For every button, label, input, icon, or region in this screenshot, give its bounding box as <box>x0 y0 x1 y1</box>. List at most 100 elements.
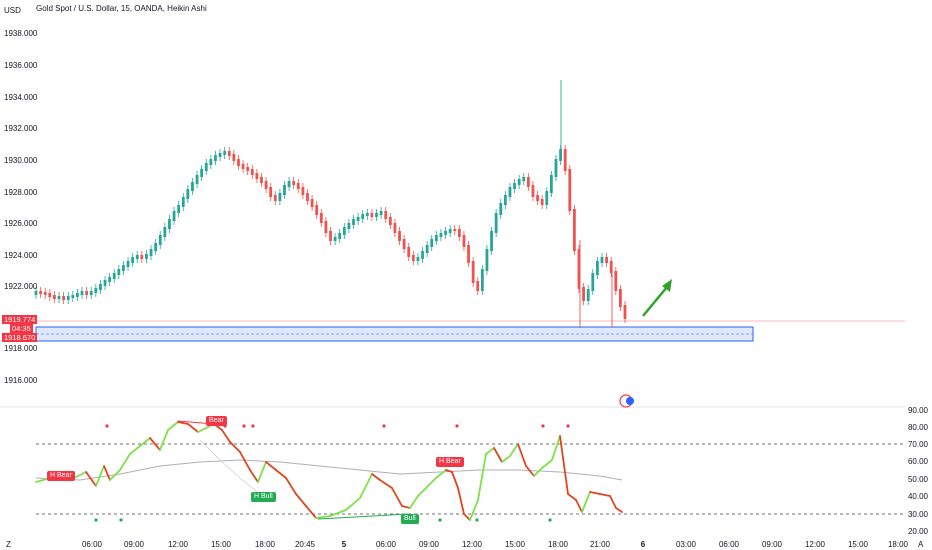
candle-body <box>94 288 98 293</box>
candle-body <box>434 235 438 241</box>
time-label: 18:00 <box>547 540 569 549</box>
osc-trend-line <box>199 439 261 495</box>
candle-body <box>177 205 181 213</box>
candle-body <box>503 195 507 205</box>
candle-body <box>421 251 424 259</box>
candle-body <box>370 213 374 217</box>
time-label: 15:00 <box>210 540 232 549</box>
time-label: 15:00 <box>847 540 869 549</box>
candle-body <box>163 227 167 237</box>
candle-body <box>600 257 604 263</box>
osc-line-segment <box>463 513 471 521</box>
osc-line-segment <box>275 469 287 479</box>
osc-line-segment <box>551 435 561 461</box>
candle-body <box>287 181 291 187</box>
candle-body <box>273 195 277 201</box>
candle-body <box>485 249 489 271</box>
osc-line-segment <box>73 471 87 479</box>
osc-line-segment <box>95 465 105 487</box>
zoom-button[interactable]: Z <box>6 540 11 549</box>
time-label: 18:00 <box>254 540 276 549</box>
candle-body <box>241 164 245 169</box>
time-label: 06:00 <box>718 540 740 549</box>
candle-body <box>375 213 378 217</box>
osc-line-segment <box>417 485 429 497</box>
candle-body <box>425 245 429 253</box>
osc-line-segment <box>567 493 577 501</box>
candle-body <box>568 169 572 211</box>
candle-body <box>260 177 263 183</box>
candle-body <box>623 305 627 319</box>
osc-line-segment <box>229 441 241 453</box>
osc-line-segment <box>541 459 553 469</box>
osc-label: 60.00 <box>907 457 928 466</box>
candle-body <box>85 291 89 295</box>
candle-body <box>237 159 240 166</box>
candle-body <box>416 257 420 261</box>
osc-line-segment <box>109 469 121 481</box>
osc-line-segment <box>85 471 97 487</box>
osc-line-segment <box>391 487 403 507</box>
candle-body <box>347 223 351 229</box>
candle-body <box>89 291 93 295</box>
bear-signal-dot <box>242 424 246 428</box>
candle-body <box>112 273 116 279</box>
candle-body <box>586 289 590 301</box>
time-label: 09:00 <box>418 540 440 549</box>
h-bear-badge: H Bear <box>436 457 464 467</box>
candle-body <box>71 295 75 298</box>
candle-body <box>545 191 549 205</box>
candle-body <box>605 257 608 263</box>
bear-signal-dot <box>251 424 255 428</box>
bull-signal-dot <box>548 518 552 522</box>
time-label: 20:45 <box>294 540 316 549</box>
candle-body <box>306 193 309 201</box>
candle-body <box>214 155 217 161</box>
candle-body <box>536 195 539 201</box>
osc-line-segment <box>501 455 511 463</box>
candle-body <box>191 182 194 191</box>
time-label: 06:00 <box>375 540 397 549</box>
time-label: 06:00 <box>81 540 103 549</box>
candle-body <box>453 229 457 231</box>
bear-signal-dot <box>105 424 109 428</box>
osc-line-segment <box>249 469 259 483</box>
candle-body <box>494 213 498 233</box>
economic-event-icon <box>626 397 634 405</box>
candle-body <box>108 277 112 282</box>
bear-signal-dot <box>382 424 386 428</box>
candle-body <box>448 229 452 233</box>
candle-body <box>168 219 171 229</box>
candle-body <box>62 296 66 300</box>
candle-body <box>407 247 411 257</box>
osc-line-segment <box>409 495 419 509</box>
price-label: 1936.000 <box>4 61 38 70</box>
time-label: 03:00 <box>675 540 697 549</box>
candle-body <box>246 167 250 171</box>
auto-scale-button[interactable]: A <box>918 540 924 549</box>
candle-body <box>439 233 443 237</box>
osc-label: 50.00 <box>907 475 928 484</box>
osc-line-segment <box>435 469 447 479</box>
candle-body <box>379 211 383 215</box>
candle-body <box>549 175 553 193</box>
osc-line-segment <box>345 497 361 511</box>
price-label: 1922.000 <box>4 282 38 291</box>
osc-line-segment <box>575 499 583 513</box>
candle-body <box>181 197 185 207</box>
h-bull-badge: H Bull <box>251 492 276 502</box>
osc-line-segment <box>615 507 623 513</box>
candle-body <box>444 231 447 235</box>
osc-line-segment <box>371 473 381 481</box>
candle-body <box>131 257 135 263</box>
osc-line-segment <box>221 429 231 443</box>
candle-body <box>388 217 392 225</box>
osc-line-segment <box>197 427 207 433</box>
candle-body <box>402 239 406 249</box>
candle-body <box>522 177 526 181</box>
candle-body <box>76 293 79 297</box>
bull-badge: Bull <box>401 514 419 524</box>
candle-body <box>490 231 493 251</box>
price-label: 1930.000 <box>4 156 38 165</box>
